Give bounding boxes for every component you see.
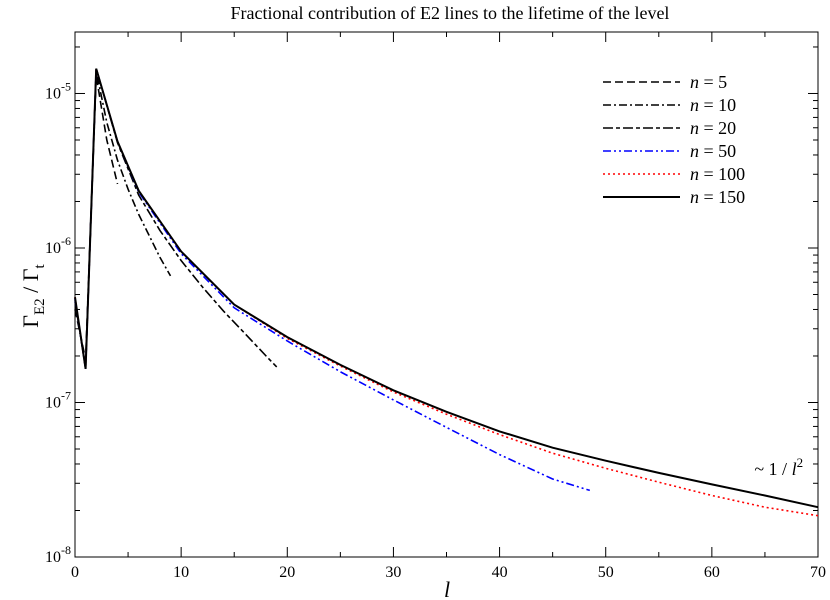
annotation-inverse-l-squared: ~ 1 / l2: [754, 455, 803, 479]
y-label-sub-t: t: [32, 263, 48, 268]
legend-label: n = 5: [690, 72, 727, 92]
y-tick-label: 10-5: [45, 79, 71, 102]
x-axis-ticks: 0 10 20 30 40 50 60 70: [71, 32, 826, 581]
annotation-var: l: [792, 459, 797, 479]
series-layer: [74, 68, 819, 517]
series-line-n-5: [74, 75, 119, 360]
legend-label: n = 150: [690, 187, 745, 207]
legend-label: n = 10: [690, 95, 736, 115]
x-tick-label: 70: [810, 564, 826, 581]
y-label-gamma: Γ: [18, 315, 43, 328]
series-line-n-50: [74, 68, 591, 492]
annotation-prefix: ~ 1 /: [754, 459, 791, 479]
chart-title: Fractional contribution of E2 lines to t…: [231, 3, 670, 23]
y-tick-label: 10-8: [45, 543, 71, 566]
x-tick-label: 50: [598, 564, 614, 581]
x-axis-label: l: [444, 577, 450, 600]
y-tick-label: 10-6: [45, 234, 71, 257]
y-label-sep: / Γ: [18, 268, 43, 298]
x-tick-label: 20: [279, 564, 295, 581]
series-line-n-10: [74, 70, 172, 368]
x-tick-label: 40: [492, 564, 508, 581]
y-axis-ticks: 10-8 10-7 10-6 10-5: [45, 46, 818, 566]
x-tick-label: 10: [173, 564, 189, 581]
x-tick-label: 0: [71, 564, 79, 581]
y-tick-label: 10-7: [45, 388, 71, 411]
series-line-n-150: [74, 68, 819, 509]
y-label-sub-e2: E2: [32, 298, 48, 315]
legend-label: n = 50: [690, 141, 736, 161]
x-tick-label: 30: [385, 564, 401, 581]
legend: n = 5 n = 10 n = 20 n = 50 n = 100 n = 150: [603, 72, 745, 207]
annotation-exp: 2: [797, 455, 804, 470]
legend-label: n = 100: [690, 164, 745, 184]
legend-label: n = 20: [690, 118, 736, 138]
x-tick-label: 60: [704, 564, 720, 581]
y-axis-label: ΓE2 / Γt: [18, 263, 48, 327]
